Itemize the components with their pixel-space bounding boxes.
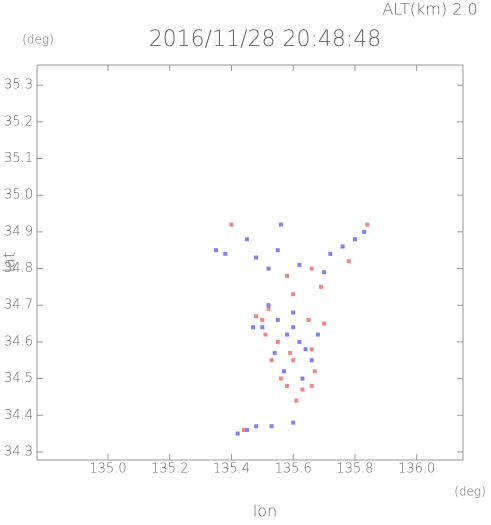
echo-point	[297, 262, 302, 267]
echo-point	[269, 424, 274, 429]
echo-point	[285, 273, 290, 278]
y-tick-label: 34.5	[4, 371, 33, 386]
echo-point	[291, 420, 296, 425]
echo-point	[315, 332, 320, 337]
x-tick-label: 135.6	[275, 462, 312, 477]
echo-point	[319, 284, 323, 289]
echo-point	[312, 369, 317, 374]
echo-point	[352, 237, 357, 242]
echo-point	[297, 339, 302, 344]
y-tick-label: 35.2	[4, 114, 33, 129]
echo-point	[223, 251, 228, 256]
echo-point	[244, 427, 249, 432]
echo-point	[291, 325, 296, 330]
echo-point	[365, 222, 370, 227]
y-tick-label: 34.9	[4, 224, 33, 239]
echo-point	[241, 427, 246, 432]
echo-point	[269, 358, 274, 363]
y-tick-label: 35.1	[4, 151, 33, 166]
chart-subtitle: ALT(km) 2.0	[382, 0, 477, 19]
echo-point	[266, 266, 271, 271]
y-unit: (deg)	[22, 33, 54, 47]
echo-point	[254, 255, 259, 260]
echo-point	[300, 387, 305, 392]
echo-point	[260, 317, 265, 322]
y-tick-label: 35.3	[4, 78, 33, 93]
echo-point	[346, 259, 351, 264]
echo-point	[306, 317, 311, 322]
x-tick-label: 135.0	[89, 462, 126, 477]
echo-point	[266, 306, 271, 311]
echo-point	[281, 369, 286, 374]
echo-point	[303, 347, 308, 352]
echo-point	[229, 222, 234, 227]
x-axis-label: lon	[253, 502, 277, 521]
echo-point	[322, 270, 327, 275]
x-tick-label: 135.4	[213, 462, 250, 477]
x-tick-label: 135.2	[151, 462, 188, 477]
echo-point	[235, 431, 240, 436]
x-tick-label: 135.8	[336, 462, 373, 477]
echo-point	[300, 376, 305, 381]
echo-point	[322, 321, 327, 326]
y-tick-label: 34.7	[4, 298, 33, 313]
echo-point	[291, 310, 296, 315]
echo-point	[275, 317, 280, 322]
echo-point	[251, 325, 256, 330]
x-unit: (deg)	[454, 485, 486, 499]
y-tick-label: 34.3	[4, 444, 33, 459]
echo-point	[272, 350, 277, 355]
echo-point	[275, 248, 280, 253]
echo-point	[275, 339, 280, 344]
echo-point	[214, 248, 219, 253]
echo-point	[291, 358, 296, 363]
echo-point	[254, 424, 259, 429]
y-tick-label: 34.4	[4, 408, 33, 423]
y-tick-label: 34.8	[4, 261, 33, 276]
chart-title: 2016/11/28 20:48:48	[149, 27, 382, 52]
echo-point	[254, 314, 259, 319]
echo-point	[244, 237, 249, 242]
echo-point	[288, 350, 293, 355]
echo-point	[309, 347, 314, 352]
echo-point	[309, 266, 314, 271]
echo-point	[263, 332, 268, 337]
echo-point	[362, 229, 367, 234]
echo-point	[328, 251, 333, 256]
echo-point	[260, 325, 265, 330]
y-tick-label: 35.0	[4, 188, 33, 203]
y-axis-label: lat	[0, 252, 19, 273]
plot-frame	[36, 64, 464, 461]
echo-point	[278, 222, 283, 227]
echo-point	[309, 383, 314, 388]
echo-point	[294, 398, 299, 403]
echo-point	[340, 244, 345, 249]
echo-point	[285, 383, 290, 388]
y-tick-label: 34.6	[4, 334, 33, 349]
echo-point	[291, 292, 296, 297]
echo-point	[278, 376, 283, 381]
x-tick-label: 136.0	[398, 462, 435, 477]
echo-point	[285, 332, 290, 337]
echo-point	[266, 303, 271, 308]
echo-point	[309, 358, 314, 363]
